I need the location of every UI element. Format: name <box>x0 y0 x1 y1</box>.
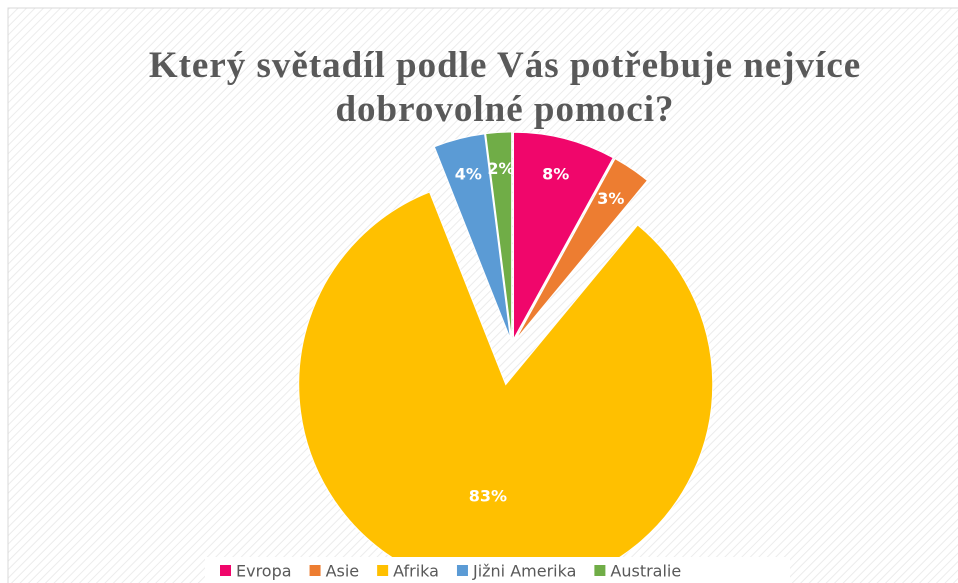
legend-swatch <box>309 565 321 576</box>
legend-label: Afrika <box>393 562 439 581</box>
data-label: 4% <box>455 164 482 183</box>
data-label: 3% <box>597 189 624 208</box>
data-label: 2% <box>487 159 514 178</box>
data-label: 83% <box>469 486 507 505</box>
legend-label: Jižni Amerika <box>472 562 576 581</box>
chart-title: Který světadíl podle Vás potřebuje nejví… <box>148 45 862 130</box>
pie-slice <box>514 157 649 341</box>
legend-swatch <box>377 565 389 576</box>
legend-box <box>205 557 790 583</box>
legend-label: Australie <box>610 562 681 581</box>
pie-slice <box>298 191 714 583</box>
legend-swatch <box>456 565 468 576</box>
legend-swatch <box>220 565 231 576</box>
legend-swatch <box>594 565 606 576</box>
pie-slice <box>485 131 513 340</box>
pie-slice <box>433 133 512 340</box>
legend-label: Asie <box>326 562 360 581</box>
pie-slice <box>512 131 614 340</box>
legend-label: Evropa <box>236 562 292 581</box>
data-label: 8% <box>542 164 569 183</box>
